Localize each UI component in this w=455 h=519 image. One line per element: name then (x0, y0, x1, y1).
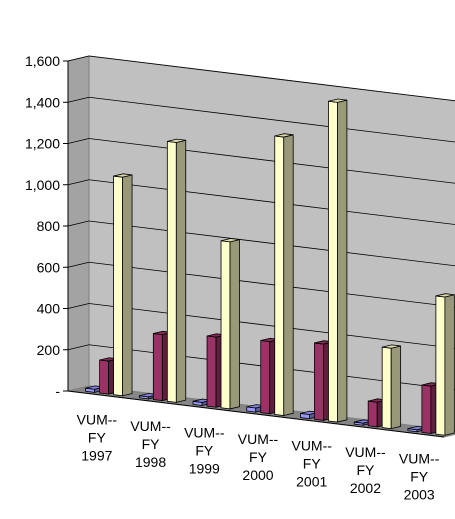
bar-top (382, 344, 401, 349)
bar-top (274, 133, 294, 138)
bar-front (166, 140, 177, 403)
x-tick-label: VUM-- (130, 418, 171, 434)
gridline-side (67, 303, 90, 309)
x-tick-label: FY (142, 436, 161, 452)
bar-front (381, 346, 392, 430)
x-tick-label: 2003 (404, 487, 435, 503)
y-tick-label: 400 (37, 301, 61, 317)
x-tick-label: VUM-- (399, 451, 440, 467)
x-tick-label: VUM-- (238, 431, 279, 447)
bar-front (274, 135, 285, 416)
y-tick-label: 1,400 (25, 94, 60, 110)
x-tick-label: VUM-- (77, 411, 118, 427)
gridline-side (67, 220, 90, 227)
bar-side (122, 174, 133, 397)
x-tick-label: 1997 (81, 447, 112, 463)
y-tick-label: 1,000 (25, 177, 60, 193)
bar-side (337, 99, 348, 423)
x-tick-label: 1998 (135, 454, 166, 470)
y-tick-label: - (55, 383, 60, 399)
bar-side (444, 294, 455, 436)
x-tick-label: 2002 (350, 480, 381, 496)
bar-front (152, 333, 163, 402)
y-tick-label: 600 (37, 259, 61, 275)
gridline-side (67, 344, 90, 351)
bar-front (367, 400, 378, 428)
bar-front (314, 342, 324, 421)
x-tick-label: 2000 (242, 467, 273, 483)
x-tick-label: FY (88, 429, 107, 445)
bar-side (390, 345, 402, 430)
bar-side (283, 134, 294, 417)
bar-side (175, 139, 187, 403)
bar-front (113, 175, 124, 397)
bar-top (328, 98, 348, 103)
x-tick-label: VUM-- (291, 438, 332, 454)
bar-front (260, 340, 271, 415)
x-axis-line (67, 390, 445, 438)
x-tick-label: FY (356, 462, 375, 478)
y-tick-label: 200 (37, 342, 61, 358)
gridline-side (67, 261, 90, 268)
gridline-side (67, 96, 90, 103)
gridline-side (67, 179, 90, 186)
x-tick-label: FY (195, 442, 214, 458)
y-tick-label: 1,600 (25, 53, 60, 69)
gridline (88, 96, 455, 143)
x-tick-label: 2001 (296, 474, 327, 490)
bar-front (328, 100, 338, 423)
y-tick-label: 800 (37, 218, 61, 234)
bar-front (421, 384, 432, 434)
x-tick-label: FY (249, 449, 268, 465)
gridline (88, 55, 455, 102)
gridline-side (67, 55, 90, 62)
x-tick-label: FY (303, 456, 322, 472)
bar-top (435, 293, 455, 298)
x-tick-label: 1999 (189, 460, 220, 476)
bar-top (167, 138, 186, 143)
gridline-side (67, 138, 90, 144)
bar-front (99, 359, 110, 395)
x-tick-label: FY (410, 469, 429, 485)
x-tick-label: VUM-- (184, 424, 225, 440)
bar-front (206, 335, 217, 408)
y-tick-label: 1,200 (25, 136, 60, 152)
bar-top (113, 173, 133, 178)
bar-side (229, 239, 240, 410)
bar-top (220, 238, 240, 243)
bar-front (435, 295, 446, 436)
bar-front (220, 240, 231, 410)
x-tick-label: VUM-- (345, 444, 386, 460)
